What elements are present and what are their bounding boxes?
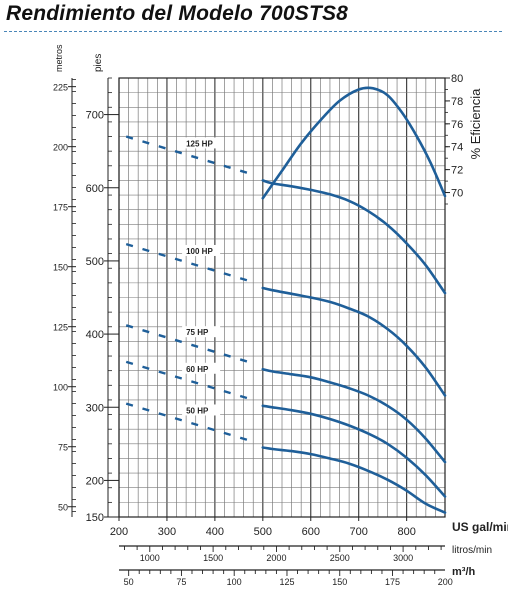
meters-tick-label: 200 bbox=[53, 143, 68, 153]
m3h-tick-label: 100 bbox=[227, 577, 242, 587]
series-label-bg bbox=[182, 404, 221, 416]
series-label-50-hp: 50 HP bbox=[186, 406, 209, 415]
meters-tick-label: 50 bbox=[58, 503, 68, 513]
grid bbox=[118, 77, 446, 518]
x-tick-label: 400 bbox=[206, 526, 224, 538]
litros-tick-label: 1500 bbox=[203, 553, 223, 563]
curve-125-hp-dashed bbox=[125, 135, 254, 176]
meters-axis-title: metros bbox=[54, 44, 64, 72]
curve-100-hp-dashed bbox=[125, 242, 254, 284]
x-tick-label: 600 bbox=[302, 526, 320, 538]
feet-tick-label: 300 bbox=[86, 402, 104, 414]
m3h-tick-label: 50 bbox=[124, 577, 134, 587]
m3h-tick-label: 200 bbox=[438, 577, 453, 587]
curve-60-hp-dashed bbox=[125, 360, 254, 402]
series-label-60-hp: 60 HP bbox=[186, 365, 209, 374]
curve-efficiency bbox=[261, 86, 447, 200]
litros-axis-title: litros/min bbox=[452, 545, 492, 556]
series-label-bg bbox=[182, 326, 221, 338]
m3h-tick-label: 175 bbox=[385, 577, 400, 587]
feet-axis-title: pies bbox=[93, 54, 104, 72]
x-tick-label: 300 bbox=[158, 526, 176, 538]
curve-125-hp bbox=[261, 179, 447, 295]
series-label-100-hp: 100 HP bbox=[186, 247, 213, 256]
curve-50-hp bbox=[261, 446, 447, 514]
series-label-bg bbox=[182, 137, 221, 149]
efficiency-tick-label: 74 bbox=[451, 142, 463, 154]
feet-tick-label: 500 bbox=[86, 256, 104, 268]
meters-tick-label: 175 bbox=[53, 203, 68, 213]
x-tick-label: 800 bbox=[397, 526, 415, 538]
x-axis-title: US gal/min bbox=[452, 520, 508, 534]
efficiency-tick-label: 76 bbox=[451, 119, 463, 131]
efficiency-tick-label: 80 bbox=[451, 73, 463, 85]
series-label-bg bbox=[182, 244, 221, 256]
chart-title: Rendimiento del Modelo 700STS8 bbox=[6, 2, 349, 25]
litros-tick-label: 3000 bbox=[393, 553, 413, 563]
m3h-tick-label: 125 bbox=[279, 577, 294, 587]
title-divider bbox=[4, 31, 502, 32]
efficiency-tick-label: 78 bbox=[451, 96, 463, 108]
curve-50-hp-dashed bbox=[125, 402, 254, 443]
x-tick-label: 500 bbox=[254, 526, 272, 538]
meters-tick-label: 100 bbox=[53, 383, 68, 393]
m3h-tick-label: 75 bbox=[176, 577, 186, 587]
meters-tick-label: 225 bbox=[53, 83, 68, 93]
axes: 200 300 400 500 600 700 800 US gal/min 1000 1500 2… bbox=[53, 44, 508, 587]
m3h-tick-label: 150 bbox=[332, 577, 347, 587]
feet-tick-label: 400 bbox=[86, 329, 104, 341]
curve-100-hp bbox=[261, 286, 447, 397]
labels: 125 HP 100 HP 75 HP 60 HP 50 HP bbox=[182, 137, 221, 416]
efficiency-tick-label: 72 bbox=[451, 165, 463, 177]
efficiency-axis-title: % Eficiencia bbox=[468, 88, 483, 160]
feet-tick-label: 700 bbox=[86, 110, 104, 122]
curve-75-hp bbox=[261, 367, 447, 464]
feet-tick-label: 600 bbox=[86, 183, 104, 195]
meters-tick-label: 150 bbox=[53, 263, 68, 273]
curves bbox=[125, 86, 447, 514]
meters-tick-label: 125 bbox=[53, 323, 68, 333]
series-label-75-hp: 75 HP bbox=[186, 328, 209, 337]
x-tick-label: 700 bbox=[350, 526, 368, 538]
plot-frame bbox=[118, 77, 446, 518]
curve-75-hp-dashed bbox=[125, 324, 254, 365]
m3h-axis-title: m³/h bbox=[452, 566, 476, 578]
litros-tick-label: 2000 bbox=[266, 553, 286, 563]
litros-tick-label: 2500 bbox=[330, 553, 350, 563]
litros-tick-label: 1000 bbox=[140, 553, 160, 563]
curve-60-hp bbox=[261, 404, 447, 498]
x-tick-label: 200 bbox=[110, 526, 128, 538]
meters-tick-label: 75 bbox=[58, 443, 68, 453]
feet-tick-label: 150 bbox=[86, 512, 104, 524]
series-label-125-hp: 125 HP bbox=[186, 139, 213, 148]
feet-tick-label: 200 bbox=[86, 475, 104, 487]
series-label-bg bbox=[182, 362, 221, 374]
efficiency-tick-label: 70 bbox=[451, 188, 463, 200]
